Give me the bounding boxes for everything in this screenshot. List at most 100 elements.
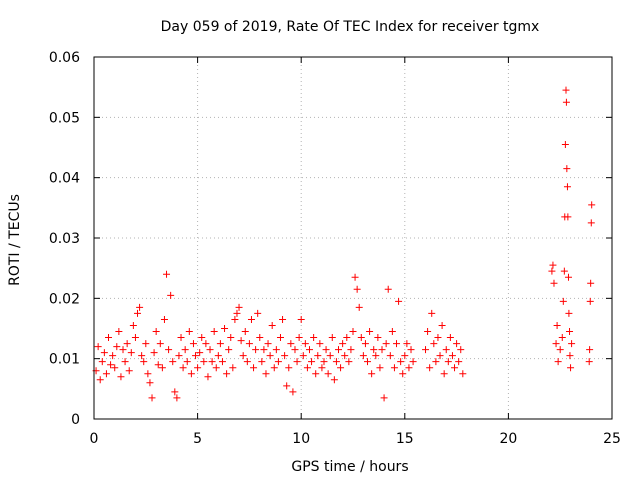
data-point [252,346,260,354]
data-point [550,279,558,287]
y-tick-label: 0.01 [49,352,80,368]
data-point [399,370,407,378]
data-point [347,346,355,354]
y-tick-label: 0.05 [49,110,80,126]
data-point [560,267,568,275]
x-tick-label: 20 [499,431,517,447]
data-point [558,334,566,342]
data-point [169,358,177,366]
data-point [229,364,237,372]
data-point [382,340,390,348]
x-tick-label: 15 [396,431,414,447]
data-point [448,352,456,360]
data-point [426,364,434,372]
data-point [239,352,247,360]
data-point [221,325,229,332]
data-point [554,358,562,366]
data-point [395,297,403,305]
data-point [588,201,596,209]
data-point [158,364,166,372]
data-point [587,219,595,227]
data-point [564,273,572,281]
data-point [351,273,359,281]
data-point [241,328,249,336]
data-point [102,370,110,378]
data-point [210,328,218,336]
data-point [187,370,195,378]
y-tick-label: 0.02 [49,291,80,307]
chart-title: Day 059 of 2019, Rate Of TEC Index for r… [161,19,540,35]
data-point [243,358,251,366]
data-point [549,261,557,269]
data-point [440,370,448,378]
data-point [156,340,164,348]
data-point [380,394,388,402]
data-point [566,352,574,360]
data-point [198,334,206,342]
data-point [233,309,241,317]
data-point [262,370,270,378]
data-point [444,358,452,366]
data-point [100,349,108,357]
data-point [212,364,220,372]
data-point [129,321,137,329]
data-point [361,340,369,348]
data-point [295,334,303,342]
data-point [140,358,148,366]
data-point [216,340,224,348]
data-point [192,352,200,360]
data-point [177,334,185,342]
x-tick-label: 5 [193,431,202,447]
data-point [171,388,179,396]
data-point [117,373,125,381]
data-point [144,370,152,378]
data-point [152,328,160,336]
data-point [388,328,396,336]
data-point [123,340,131,348]
data-point [179,364,187,372]
y-tick-label: 0 [71,412,80,428]
data-point [183,358,191,366]
data-point [194,364,202,372]
data-point [148,394,156,402]
data-point [231,315,239,323]
data-point [586,346,594,354]
data-point [214,352,222,360]
data-point [206,346,214,354]
data-point [260,346,268,354]
data-point [562,86,570,94]
data-point [434,334,442,342]
data-point [293,358,301,366]
data-point [208,358,216,366]
data-point [115,328,123,336]
data-point [355,303,363,311]
data-point [223,370,231,378]
data-point [272,346,280,354]
data-point [564,213,572,221]
data-point [202,340,210,348]
data-point [297,315,305,323]
data-point [436,352,444,360]
data-point [200,358,208,366]
data-point [175,352,183,360]
data-point [196,349,204,357]
data-point [125,367,133,375]
data-point [134,309,142,317]
data-point [308,358,316,366]
data-point [98,358,106,366]
data-point [264,340,272,348]
data-point [328,334,336,342]
data-point [407,346,415,354]
data-point [585,358,593,366]
data-point [556,346,564,354]
data-point [105,334,113,342]
data-point [455,358,463,366]
data-point [341,352,349,360]
data-point [279,315,287,323]
data-point [359,352,367,360]
data-point [270,364,278,372]
data-point [552,340,560,348]
data-point [107,361,115,369]
y-tick-label: 0.06 [49,50,80,66]
